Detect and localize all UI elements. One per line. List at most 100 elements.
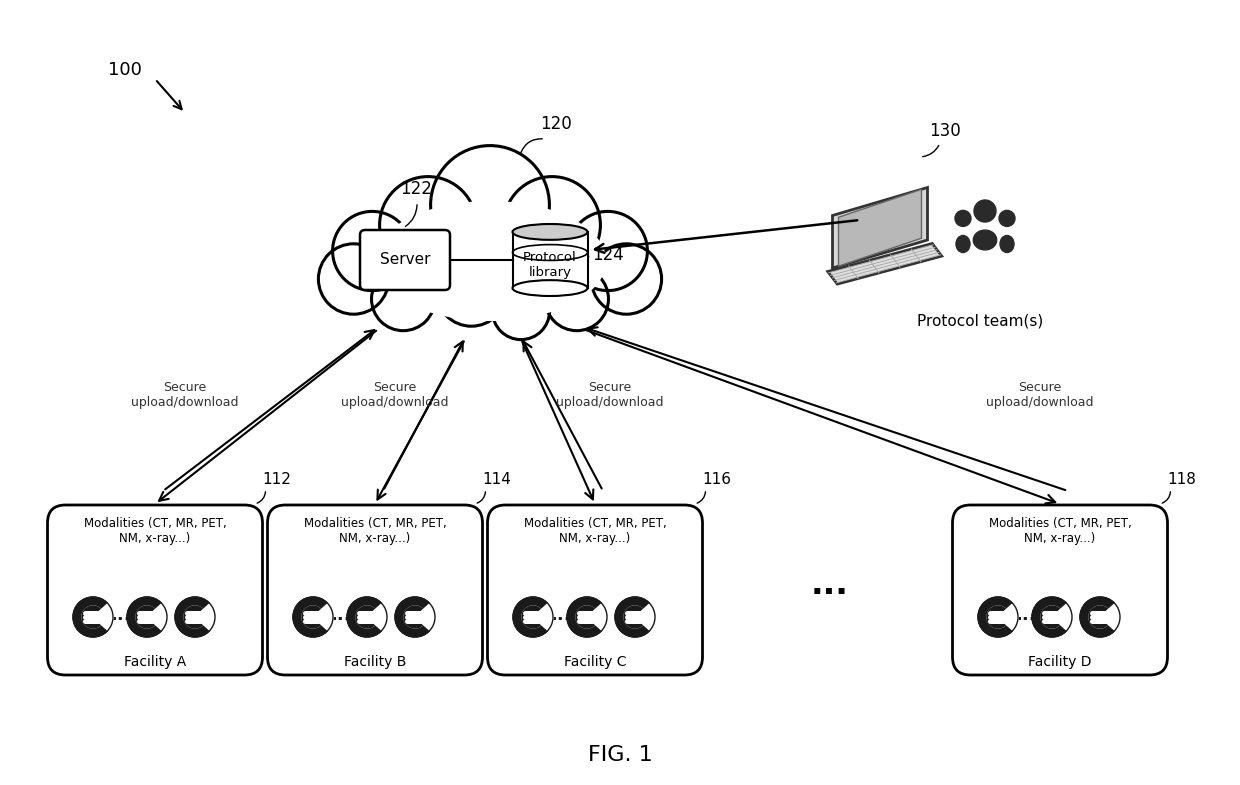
Text: ...: ...: [549, 606, 570, 624]
Wedge shape: [195, 604, 216, 630]
Ellipse shape: [999, 236, 1014, 253]
Text: 120: 120: [539, 115, 572, 133]
Text: Secure
upload/download: Secure upload/download: [557, 381, 663, 409]
Circle shape: [1089, 606, 1111, 628]
FancyBboxPatch shape: [268, 505, 482, 675]
Ellipse shape: [373, 201, 606, 321]
Circle shape: [126, 597, 167, 637]
Circle shape: [396, 597, 435, 637]
Text: Facility D: Facility D: [1028, 655, 1091, 669]
Circle shape: [568, 211, 647, 290]
Circle shape: [319, 244, 389, 314]
Text: Facility A: Facility A: [124, 655, 186, 669]
Wedge shape: [587, 604, 608, 630]
Text: 124: 124: [593, 246, 624, 264]
Wedge shape: [635, 604, 655, 630]
Wedge shape: [93, 604, 113, 630]
Circle shape: [503, 177, 600, 273]
Wedge shape: [998, 604, 1018, 630]
Text: Modalities (CT, MR, PET,
NM, x-ray...): Modalities (CT, MR, PET, NM, x-ray...): [988, 517, 1131, 545]
Text: FIG. 1: FIG. 1: [588, 745, 652, 765]
Circle shape: [999, 210, 1016, 226]
Circle shape: [1042, 606, 1063, 628]
Text: ...: ...: [330, 606, 351, 624]
Wedge shape: [367, 604, 387, 630]
Circle shape: [303, 606, 324, 628]
Wedge shape: [635, 604, 655, 630]
Circle shape: [577, 606, 598, 628]
Polygon shape: [838, 189, 921, 266]
Circle shape: [372, 268, 435, 330]
Ellipse shape: [956, 236, 970, 253]
Text: 112: 112: [263, 472, 291, 487]
Circle shape: [522, 606, 544, 628]
Text: 122: 122: [401, 180, 432, 198]
Circle shape: [546, 268, 609, 330]
Text: 100: 100: [108, 61, 141, 79]
Circle shape: [184, 606, 206, 628]
Ellipse shape: [512, 280, 588, 296]
Circle shape: [1032, 597, 1073, 637]
Wedge shape: [1052, 604, 1073, 630]
Polygon shape: [828, 243, 941, 284]
Text: ...: ...: [811, 568, 849, 601]
Text: Secure
upload/download: Secure upload/download: [131, 381, 239, 409]
FancyBboxPatch shape: [952, 505, 1168, 675]
Wedge shape: [415, 604, 435, 630]
Text: Protocol team(s): Protocol team(s): [916, 313, 1043, 328]
Circle shape: [513, 597, 553, 637]
Circle shape: [987, 606, 1009, 628]
Circle shape: [955, 210, 971, 226]
Wedge shape: [195, 604, 216, 630]
FancyBboxPatch shape: [360, 230, 450, 290]
Circle shape: [1080, 597, 1120, 637]
Circle shape: [1089, 606, 1111, 628]
Circle shape: [404, 606, 427, 628]
Wedge shape: [312, 604, 334, 630]
Circle shape: [1042, 606, 1063, 628]
Circle shape: [615, 597, 655, 637]
Circle shape: [82, 606, 104, 628]
Circle shape: [293, 597, 334, 637]
Wedge shape: [1100, 604, 1120, 630]
Circle shape: [987, 606, 1009, 628]
Circle shape: [973, 200, 996, 222]
Text: Protocol
library: Protocol library: [523, 251, 577, 279]
Ellipse shape: [512, 224, 588, 240]
Wedge shape: [367, 604, 387, 630]
Wedge shape: [148, 604, 167, 630]
Circle shape: [356, 606, 378, 628]
Text: 130: 130: [929, 122, 961, 140]
Text: Secure
upload/download: Secure upload/download: [986, 381, 1094, 409]
Polygon shape: [832, 188, 928, 268]
Circle shape: [136, 606, 157, 628]
Circle shape: [347, 597, 387, 637]
Circle shape: [624, 606, 646, 628]
Wedge shape: [1100, 604, 1120, 630]
Circle shape: [567, 597, 608, 637]
Circle shape: [624, 606, 646, 628]
Circle shape: [73, 597, 113, 637]
Ellipse shape: [973, 230, 997, 250]
Circle shape: [184, 606, 206, 628]
FancyBboxPatch shape: [512, 224, 588, 296]
FancyBboxPatch shape: [487, 505, 703, 675]
Wedge shape: [1052, 604, 1073, 630]
Circle shape: [430, 145, 549, 265]
Text: Secure
upload/download: Secure upload/download: [341, 381, 449, 409]
Wedge shape: [533, 604, 553, 630]
FancyBboxPatch shape: [47, 505, 263, 675]
Circle shape: [379, 177, 476, 273]
Circle shape: [303, 606, 324, 628]
Wedge shape: [148, 604, 167, 630]
Circle shape: [436, 256, 507, 327]
Wedge shape: [312, 604, 334, 630]
Circle shape: [404, 606, 427, 628]
Text: Modalities (CT, MR, PET,
NM, x-ray...): Modalities (CT, MR, PET, NM, x-ray...): [304, 517, 446, 545]
Circle shape: [978, 597, 1018, 637]
Circle shape: [332, 211, 412, 290]
Circle shape: [577, 606, 598, 628]
Circle shape: [522, 606, 544, 628]
Text: Facility C: Facility C: [564, 655, 626, 669]
Text: ...: ...: [109, 606, 130, 624]
